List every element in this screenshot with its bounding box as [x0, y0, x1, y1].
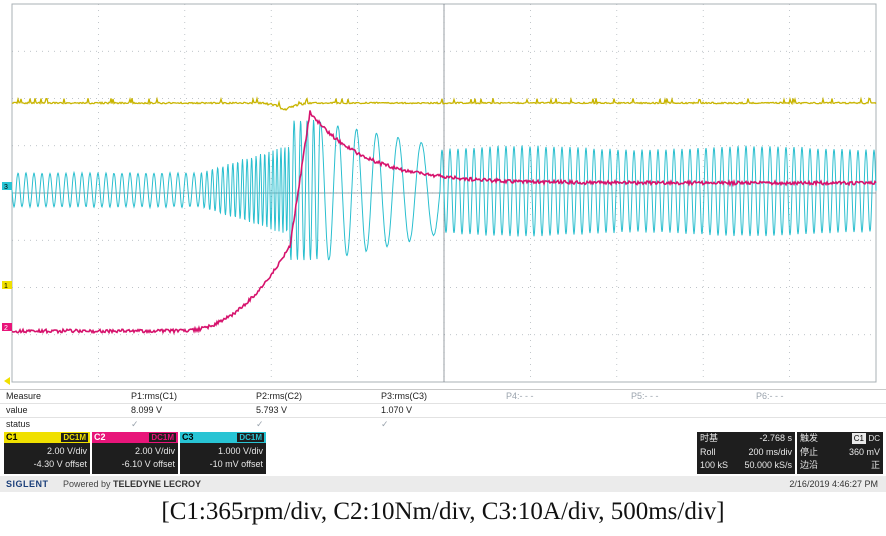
- trigger-title: 触发: [800, 433, 819, 443]
- measure-header-row: Measure P1:rms(C1) P2:rms(C2) P3:rms(C3)…: [0, 390, 886, 404]
- status-label: status: [6, 419, 31, 429]
- timebase-title: 时基: [700, 433, 719, 443]
- channel-1-header: C1 DC1M: [4, 432, 90, 443]
- param-p1-value: 8.099 V: [131, 405, 163, 415]
- svg-text:3: 3: [4, 184, 8, 191]
- channel-1-marker[interactable]: 1: [2, 281, 12, 290]
- channel-1-vdiv: 2.00 V/div: [46, 446, 87, 456]
- channel-3-trace: [11, 119, 877, 261]
- trigger-slope: 正: [870, 460, 880, 470]
- trigger-descriptor[interactable]: 触发 C1 DC 停止 360 mV 边沿 正: [797, 432, 883, 474]
- param-p1-name[interactable]: P1:rms(C1): [131, 391, 178, 401]
- value-label: value: [6, 405, 28, 415]
- channel-3-offset: -10 mV offset: [209, 459, 263, 469]
- datetime: 2/16/2019 4:46:27 PM: [789, 479, 878, 489]
- display-background: [0, 0, 886, 390]
- trigger-level: 360 mV: [848, 447, 880, 457]
- timebase-samples: 100 kS: [700, 460, 729, 470]
- timebase-rate: 50.000 kS/s: [744, 460, 792, 470]
- param-p4-name[interactable]: P4:- - -: [506, 391, 534, 401]
- trigger-coupling: DC: [868, 434, 880, 443]
- channel-3-coupling: DC1M: [237, 433, 264, 442]
- channel-3-name: C3: [182, 432, 194, 442]
- param-p1-status-icon: ✓: [131, 419, 139, 429]
- channel-2-descriptor[interactable]: C2 DC1M 2.00 V/div -6.10 V offset: [92, 432, 178, 474]
- channel-2-header: C2 DC1M: [92, 432, 178, 443]
- waveform-traces: [11, 96, 877, 335]
- powered-by-text: Powered by: [63, 479, 111, 489]
- waveform-display[interactable]: 3 1 2: [0, 0, 886, 390]
- channel-1-trace: [11, 96, 877, 111]
- status-footer: SIGLENT Powered by TELEDYNE LECROY 2/16/…: [0, 476, 886, 492]
- channel-3-descriptor[interactable]: C3 DC1M 1.000 V/div -10 mV offset: [180, 432, 266, 474]
- trigger-state: 停止: [800, 447, 819, 457]
- channel-2-coupling: DC1M: [149, 433, 176, 442]
- channel-2-marker[interactable]: 2: [2, 323, 12, 332]
- measure-status-row: status ✓ ✓ ✓: [0, 418, 886, 431]
- svg-text:2: 2: [4, 325, 8, 332]
- measurement-panel: Measure P1:rms(C1) P2:rms(C2) P3:rms(C3)…: [0, 389, 886, 432]
- channel-2-offset: -6.10 V offset: [121, 459, 175, 469]
- trigger-channel: C1: [851, 433, 866, 444]
- channel-3-marker[interactable]: 3: [2, 182, 12, 191]
- channel-1-coupling: DC1M: [61, 433, 88, 442]
- channel-1-offset: -4.30 V offset: [33, 459, 87, 469]
- timebase-descriptor[interactable]: 时基 -2.768 s Roll 200 ms/div 100 kS 50.00…: [697, 432, 795, 474]
- param-p3-status-icon: ✓: [381, 419, 389, 429]
- channel-3-vdiv: 1.000 V/div: [217, 446, 263, 456]
- param-p2-name[interactable]: P2:rms(C2): [256, 391, 303, 401]
- timebase-delay: -2.768 s: [759, 433, 792, 443]
- trigger-slope-label: 边沿: [800, 460, 819, 470]
- figure-caption: [C1:365rpm/div, C2:10Nm/div, C3:10A/div,…: [161, 498, 725, 525]
- param-p6-name[interactable]: P6:- - -: [756, 391, 784, 401]
- measure-value-row: value 8.099 V 5.793 V 1.070 V: [0, 404, 886, 418]
- timebase-tdiv: 200 ms/div: [748, 447, 792, 457]
- partner-logo: TELEDYNE LECROY: [113, 479, 202, 489]
- oscilloscope-window: 3 1 2 Measure P1:rms(C1) P2:rms(C2) P3:r…: [0, 0, 886, 492]
- measure-label: Measure: [6, 391, 42, 401]
- brand-logo: SIGLENT: [6, 479, 49, 489]
- param-p3-name[interactable]: P3:rms(C3): [381, 391, 428, 401]
- svg-text:1: 1: [4, 283, 8, 290]
- param-p3-value: 1.070 V: [381, 405, 413, 415]
- channel-3-header: C3 DC1M: [180, 432, 266, 443]
- channel-2-name: C2: [94, 432, 106, 442]
- param-p2-value: 5.793 V: [256, 405, 288, 415]
- channel-2-trace: [11, 110, 877, 335]
- channel-1-descriptor[interactable]: C1 DC1M 2.00 V/div -4.30 V offset: [4, 432, 90, 474]
- param-p5-name[interactable]: P5:- - -: [631, 391, 659, 401]
- channel-1-name: C1: [6, 432, 18, 442]
- trigger-position-arrow[interactable]: [4, 377, 10, 385]
- channel-2-vdiv: 2.00 V/div: [134, 446, 175, 456]
- timebase-mode: Roll: [700, 447, 716, 457]
- param-p2-status-icon: ✓: [256, 419, 264, 429]
